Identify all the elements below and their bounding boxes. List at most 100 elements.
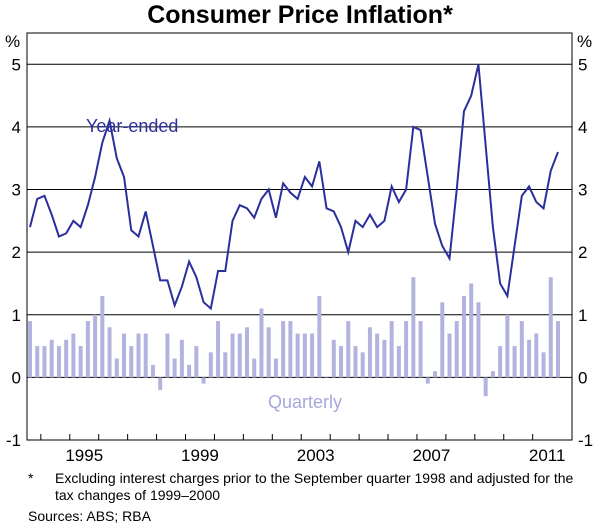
quarterly-bar — [172, 358, 177, 378]
quarterly-bar — [100, 295, 105, 378]
y-tick-labels: -1 -1 0 0 1 1 2 2 3 3 4 4 5 5 — [6, 55, 593, 450]
x-tick-label: 2011 — [529, 446, 566, 465]
quarterly-bar — [143, 333, 148, 378]
quarterly-bar — [266, 327, 271, 378]
y-tick-label-right: 0 — [578, 368, 587, 387]
y-tick-label-left: 4 — [12, 118, 21, 137]
quarterly-bar — [230, 333, 235, 378]
y-unit-left: % — [5, 32, 20, 51]
quarterly-bar — [56, 346, 61, 378]
quarterly-bar — [367, 327, 372, 378]
quarterly-bar — [375, 333, 380, 378]
year-ended-line — [29, 64, 559, 311]
quarterly-bar — [389, 321, 394, 378]
quarterly-bar — [498, 346, 503, 378]
x-tick-label: 2007 — [413, 446, 451, 465]
y-tick-label-right: 4 — [578, 118, 587, 137]
x-tick-label: 1999 — [181, 446, 219, 465]
quarterly-bar — [541, 352, 546, 378]
quarterly-bar — [519, 321, 524, 378]
quarterly-bar — [107, 327, 112, 378]
quarterly-bar — [252, 358, 257, 378]
y-tick-label-left: 5 — [12, 55, 21, 74]
quarterly-bar — [237, 333, 242, 378]
quarterly-bar — [64, 339, 69, 378]
sources-note: Sources: ABS; RBA — [28, 508, 151, 524]
quarterly-bar — [483, 377, 488, 397]
y-tick-label-right: 2 — [578, 243, 587, 262]
quarterly-bar — [469, 283, 474, 378]
y-tick-label-right: 1 — [578, 306, 587, 325]
quarterly-bar — [273, 358, 278, 378]
quarterly-bar — [353, 346, 358, 378]
quarterly-bar — [490, 371, 495, 378]
quarterly-bar — [418, 321, 423, 378]
quarterly-bar — [165, 333, 170, 378]
quarterly-bar — [461, 295, 466, 378]
quarterly-bar — [360, 352, 365, 378]
quarterly-bar — [548, 277, 553, 378]
year-ended-label: Year-ended — [86, 116, 178, 136]
y-tick-label-left: 3 — [12, 181, 21, 200]
quarterly-bar — [295, 333, 300, 378]
quarterly-bar — [404, 321, 409, 378]
plot-frame — [26, 32, 573, 441]
quarterly-bar — [35, 346, 40, 378]
quarterly-bar — [85, 321, 90, 378]
quarterly-bar — [28, 321, 32, 378]
quarterly-bar — [158, 377, 163, 390]
y-tick-label-left: 0 — [12, 368, 21, 387]
x-tick-label: 1995 — [65, 446, 103, 465]
quarterly-bar — [331, 339, 336, 378]
quarterly-bar — [454, 321, 459, 378]
quarterly-bar — [556, 321, 560, 378]
quarterly-bar — [440, 302, 445, 378]
x-ticks: 1995 1999 2003 2007 2011 — [40, 434, 566, 465]
quarterly-bar — [339, 346, 344, 378]
quarterly-bar — [42, 346, 47, 378]
quarterly-bar — [136, 333, 141, 378]
y-tick-label-right: 3 — [578, 181, 587, 200]
quarterly-label: Quarterly — [268, 392, 342, 412]
quarterly-bar — [310, 333, 315, 378]
quarterly-bar — [223, 352, 228, 378]
quarterly-bar — [216, 321, 221, 378]
quarterly-bar — [382, 339, 387, 378]
quarterly-bar — [505, 314, 510, 378]
quarterly-bar — [302, 333, 307, 378]
quarterly-bars — [28, 277, 560, 397]
quarterly-bar — [201, 377, 206, 384]
quarterly-bar — [411, 277, 416, 378]
y-tick-label-right: 5 — [578, 55, 587, 74]
y-tick-label-left: 1 — [12, 306, 21, 325]
x-tick-label: 2003 — [297, 446, 335, 465]
quarterly-bar — [317, 295, 322, 378]
y-tick-label-right: -1 — [578, 431, 593, 450]
quarterly-bar — [194, 346, 199, 378]
footnote-marker: * — [28, 470, 34, 486]
quarterly-bar — [346, 321, 351, 378]
y-unit-right: % — [577, 32, 592, 51]
quarterly-bar — [447, 333, 452, 378]
quarterly-bar — [208, 352, 213, 378]
quarterly-bar — [527, 339, 532, 378]
quarterly-bar — [114, 358, 119, 378]
quarterly-bar — [396, 346, 401, 378]
quarterly-bar — [129, 346, 134, 378]
quarterly-bar — [71, 333, 76, 378]
quarterly-bar — [512, 346, 517, 378]
quarterly-bar — [288, 321, 293, 378]
quarterly-bar — [476, 302, 481, 378]
quarterly-bar — [179, 339, 184, 378]
y-tick-label-left: -1 — [6, 431, 21, 450]
quarterly-bar — [78, 346, 83, 378]
chart-title: Consumer Price Inflation* — [147, 1, 453, 29]
quarterly-bar — [93, 314, 98, 378]
quarterly-bar — [324, 377, 329, 378]
quarterly-bar — [281, 321, 286, 378]
quarterly-bar — [259, 308, 264, 378]
quarterly-bar — [122, 333, 127, 378]
quarterly-bar — [534, 333, 539, 378]
quarterly-bar — [187, 364, 192, 378]
